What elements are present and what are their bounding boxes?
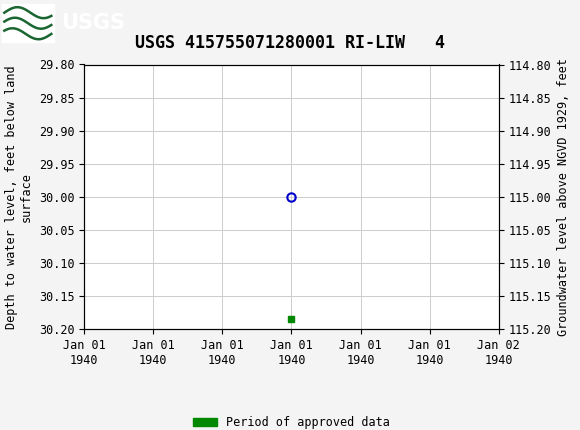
Legend: Period of approved data: Period of approved data	[188, 412, 394, 430]
Y-axis label: Groundwater level above NGVD 1929, feet: Groundwater level above NGVD 1929, feet	[557, 58, 570, 336]
FancyBboxPatch shape	[2, 3, 54, 42]
Text: USGS 415755071280001 RI-LIW   4: USGS 415755071280001 RI-LIW 4	[135, 34, 445, 52]
Y-axis label: Depth to water level, feet below land
surface: Depth to water level, feet below land su…	[5, 65, 33, 329]
Text: USGS: USGS	[61, 12, 125, 33]
